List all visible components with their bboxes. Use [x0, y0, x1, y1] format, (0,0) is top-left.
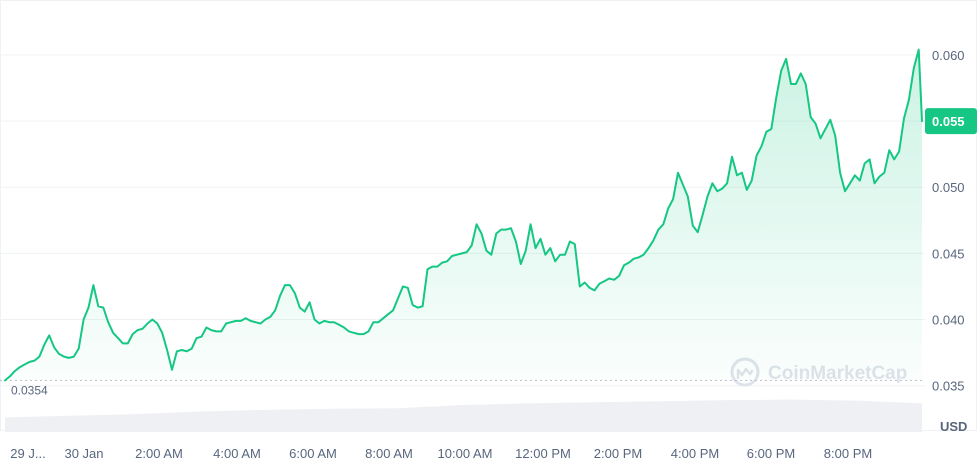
x-tick-label: 2:00 PM: [594, 446, 642, 461]
currency-unit-label: USD: [940, 419, 967, 434]
x-tick-label: 30 Jan: [64, 446, 103, 461]
x-tick-label: 6:00 PM: [747, 446, 795, 461]
current-price-badge: [925, 108, 977, 135]
volume-area: [5, 399, 922, 432]
y-axis-ticks: 0.060 0.055 0.050 0.045 0.040 0.035: [932, 48, 965, 394]
y-tick-label: 0.045: [932, 246, 965, 261]
current-price-label: 0.055: [932, 114, 965, 129]
y-tick-label: 0.040: [932, 313, 965, 328]
x-tick-label: 10:00 AM: [438, 446, 493, 461]
x-tick-label: 12:00 PM: [515, 446, 571, 461]
y-tick-label: 0.035: [932, 379, 965, 394]
x-tick-label: 4:00 PM: [671, 446, 719, 461]
y-tick-label: 0.050: [932, 180, 965, 195]
x-tick-label: 29 J...: [10, 446, 45, 461]
x-tick-label: 2:00 AM: [135, 446, 183, 461]
price-area-fill: [5, 49, 922, 381]
y-tick-label: 0.060: [932, 48, 965, 63]
x-axis-ticks: 29 J... 30 Jan 2:00 AM 4:00 AM 6:00 AM 8:00 A…: [10, 446, 872, 461]
baseline-price-label: 0.0354: [11, 383, 48, 397]
x-tick-label: 4:00 AM: [213, 446, 261, 461]
volume-bars: [5, 399, 922, 432]
current-price-tag: 0.055: [925, 108, 977, 135]
x-tick-label: 8:00 AM: [365, 446, 413, 461]
x-tick-label: 6:00 AM: [289, 446, 337, 461]
price-line: [4, 48, 923, 382]
x-tick-label: 8:00 PM: [824, 446, 872, 461]
